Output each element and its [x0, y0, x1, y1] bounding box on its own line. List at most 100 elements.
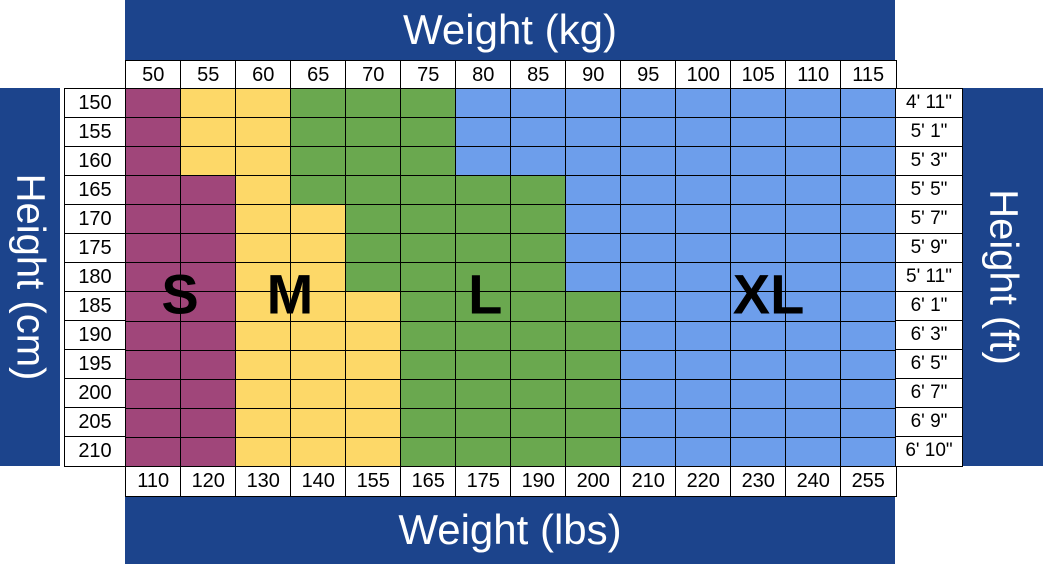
size-cell-xl: [621, 234, 676, 264]
size-cell-s: [181, 205, 236, 235]
size-label-s: S: [161, 262, 199, 326]
kg-tick-label: 50: [125, 60, 182, 91]
size-cell-m: [236, 408, 291, 438]
lbs-tick-label: 255: [840, 466, 897, 497]
lbs-tick-row: 110 120 130 140 155 165 175 190 200 210 220 230 240 2…: [125, 466, 897, 497]
size-cell-s: [126, 89, 181, 119]
size-cell-s: [126, 263, 181, 293]
size-cell-l: [511, 263, 566, 293]
size-cell-xl: [786, 205, 841, 235]
size-cell-xl: [841, 118, 896, 148]
size-cell-l: [401, 89, 456, 119]
kg-tick-label: 85: [510, 60, 567, 91]
size-cell-xl: [621, 437, 676, 467]
lbs-tick-label: 230: [730, 466, 787, 497]
size-cell-s: [181, 350, 236, 380]
size-cell-m: [291, 408, 346, 438]
size-cell-xl: [786, 89, 841, 119]
size-cell-l: [456, 437, 511, 467]
size-cell-m: [291, 234, 346, 264]
size-cell-l: [346, 89, 401, 119]
size-cell-s: [181, 408, 236, 438]
kg-tick-row: 50 55 60 65 70 75 80 85 90 95 100 105 110 115: [125, 60, 897, 91]
size-cell-l: [566, 292, 621, 322]
size-cell-l: [291, 118, 346, 148]
size-cell-l: [401, 408, 456, 438]
size-cell-xl: [566, 263, 621, 293]
size-cell-xl: [786, 147, 841, 177]
kg-tick-label: 100: [675, 60, 732, 91]
size-cell-xl: [841, 408, 896, 438]
size-cell-xl: [456, 89, 511, 119]
size-cell-xl: [786, 118, 841, 148]
size-cell-s: [126, 437, 181, 467]
ft-tick-label: 6' 5": [895, 349, 963, 380]
size-cell-l: [346, 176, 401, 206]
size-cell-xl: [786, 379, 841, 409]
kg-tick-label: 90: [565, 60, 622, 91]
size-cell-m: [236, 205, 291, 235]
size-cell-xl: [841, 176, 896, 206]
size-cell-s: [181, 321, 236, 351]
size-cell-xl: [841, 263, 896, 293]
size-cell-m: [236, 176, 291, 206]
ft-tick-label: 6' 7": [895, 378, 963, 409]
size-cell-xl: [676, 292, 731, 322]
ft-tick-label: 6' 10": [895, 436, 963, 467]
size-cell-m: [236, 118, 291, 148]
ft-tick-label: 5' 9": [895, 233, 963, 264]
size-cell-xl: [566, 234, 621, 264]
kg-tick-label: 105: [730, 60, 787, 91]
size-cell-m: [346, 437, 401, 467]
weight-kg-band: Weight (kg): [125, 0, 895, 60]
size-cell-m: [346, 379, 401, 409]
size-cell-xl: [786, 321, 841, 351]
size-cell-l: [346, 205, 401, 235]
size-cell-xl: [511, 118, 566, 148]
size-cell-xl: [731, 205, 786, 235]
kg-tick-label: 75: [400, 60, 457, 91]
height-ft-band: Height (ft): [962, 88, 1043, 466]
size-cell-m: [291, 263, 346, 293]
height-cm-title: Height (cm): [8, 173, 53, 381]
size-cell-m: [291, 292, 346, 322]
size-cell-l: [401, 263, 456, 293]
size-cell-xl: [676, 176, 731, 206]
height-ft-title: Height (ft): [981, 189, 1025, 365]
size-cell-l: [456, 408, 511, 438]
size-cell-xl: [786, 408, 841, 438]
size-cell-xl: [456, 147, 511, 177]
size-cell-l: [401, 234, 456, 264]
size-cell-l: [456, 263, 511, 293]
size-cell-m: [291, 350, 346, 380]
kg-tick-label: 55: [180, 60, 237, 91]
ft-tick-label: 6' 9": [895, 407, 963, 438]
size-cell-xl: [676, 321, 731, 351]
size-cell-s: [181, 234, 236, 264]
size-cell-m: [181, 89, 236, 119]
size-cell-xl: [841, 234, 896, 264]
size-cell-xl: [841, 437, 896, 467]
size-cell-xl: [841, 321, 896, 351]
size-cell-xl: [566, 176, 621, 206]
size-cell-s: [126, 379, 181, 409]
size-cell-xl: [621, 408, 676, 438]
ft-tick-label: 5' 5": [895, 175, 963, 206]
weight-lbs-title: Weight (lbs): [398, 506, 622, 553]
cm-tick-label: 185: [64, 291, 126, 322]
size-cell-l: [566, 379, 621, 409]
weight-kg-title: Weight (kg): [403, 6, 617, 53]
size-cell-l: [511, 234, 566, 264]
size-cell-xl: [841, 89, 896, 119]
size-cell-s: [181, 263, 236, 293]
size-cell-l: [566, 350, 621, 380]
height-cm-band: Height (cm): [0, 88, 60, 466]
size-cell-xl: [731, 234, 786, 264]
size-cell-l: [401, 321, 456, 351]
size-cell-xl: [841, 147, 896, 177]
size-cell-m: [181, 118, 236, 148]
size-cell-l: [346, 234, 401, 264]
size-cell-l: [456, 321, 511, 351]
size-cell-xl: [621, 350, 676, 380]
size-cell-xl: [841, 350, 896, 380]
